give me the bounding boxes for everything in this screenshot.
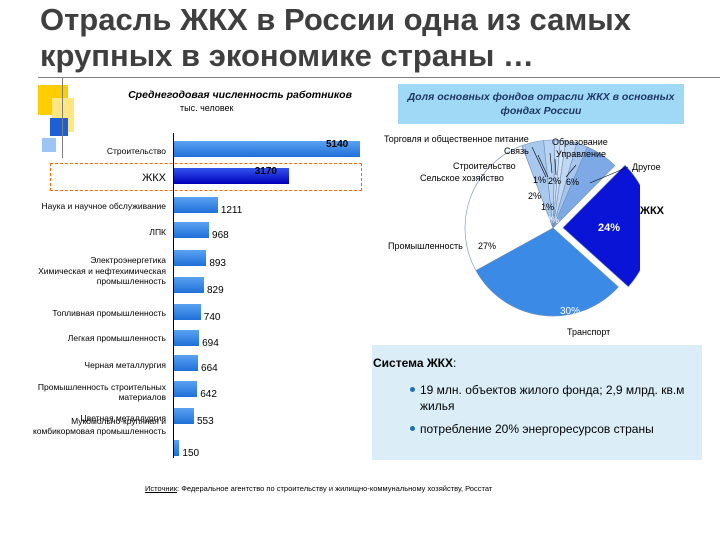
pie-label-other: Другое (632, 162, 661, 172)
bar-11 (174, 408, 194, 424)
bar-value-label: 968 (212, 230, 229, 241)
bar-12 (174, 440, 180, 456)
bar-5 (174, 250, 207, 266)
pie-label-transport: Транспорт (567, 327, 611, 337)
pie-leader-line (537, 154, 549, 178)
bar-value-label: 694 (202, 338, 219, 349)
deco-vertical-line (62, 78, 63, 158)
pie-pct-communication: 1% (533, 175, 547, 185)
pie-leader-line (549, 152, 553, 174)
system-info-box (372, 345, 702, 460)
system-bullet-2: потребление 20% энергоресурсов страны (410, 421, 710, 437)
pie-pct-agriculture: 4% (510, 185, 524, 195)
pie-pct-transport: 30% (560, 306, 581, 317)
pie-leader-line (565, 164, 577, 178)
pie-leader-line (531, 146, 547, 178)
bar-category-label: Электроэнергетика (90, 255, 166, 265)
bar-2 (174, 168, 289, 184)
pie-pct-other: 6% (566, 177, 580, 187)
bullet-dot-icon (410, 387, 415, 392)
pie-leader-line (589, 166, 629, 184)
pie-label-trade: Торговля и общественное питание (384, 134, 529, 144)
bar-1 (174, 141, 360, 157)
bar-category-label: Химическая и нефтехимическая промышленно… (38, 266, 166, 286)
bar-value-label: 553 (197, 416, 214, 427)
bar-category-label: ЖКХ (142, 172, 166, 184)
bar-4 (174, 222, 210, 238)
title-divider (38, 77, 720, 78)
pie-pct-education: 2% (548, 176, 562, 186)
pie-pct-construction: 2% (528, 191, 542, 201)
pie-slice-10 (552, 146, 616, 229)
pie-label-agriculture: Сельское хозяйство (420, 173, 504, 183)
pie-chart (464, 139, 640, 317)
bar-8 (174, 330, 200, 346)
source-note: Источник: Федеральное агентство по строи… (145, 484, 493, 493)
bar-value-label: 829 (206, 285, 224, 296)
pie-slice-5 (543, 139, 556, 229)
bar-category-label: Черная металлургия (84, 360, 166, 370)
bar-category-label: Мукомольно-крупяная и комбикормовая пром… (32, 416, 166, 436)
bar-category-label: Топливная промышленность (52, 308, 166, 318)
pie-pct-trade: 1% (541, 202, 555, 212)
bar-chart-unit: тыс. человек (180, 103, 234, 113)
bar-chart-axis (173, 133, 174, 458)
bar-9 (174, 355, 199, 371)
bar-value-label: 642 (200, 389, 217, 400)
pie-pct-management: 2% (546, 215, 560, 225)
pie-label-construction: Строительство (453, 161, 516, 171)
pie-label-industry: Промышленность (388, 241, 463, 251)
bar-value-label: 893 (209, 258, 226, 269)
pie-pct-zhkh: 24% (598, 222, 621, 234)
pie-chart-title: Доля основных фондов отрасли ЖКХ в основ… (398, 84, 684, 124)
pie-slice-2 (475, 227, 619, 317)
bar-value-label: 1211 (220, 205, 243, 216)
system-title: Система ЖКХ: (373, 356, 457, 370)
bar-category-label: Легкая промышленность (67, 333, 166, 343)
bar-6 (174, 277, 204, 293)
bar-10 (174, 381, 198, 397)
bar-category-label: Строительство (106, 146, 166, 156)
page-title: Отрасль ЖКХ в России одна из самых крупн… (40, 2, 631, 73)
bar-value-label: 3170 (254, 166, 277, 177)
system-bullet-1: 19 млн. объектов жилого фонда; 2,9 млрд.… (410, 382, 710, 414)
bar-3 (174, 197, 218, 213)
bar-value-label: 150 (182, 448, 200, 459)
pie-label-communication: Связь (504, 146, 529, 156)
bar-7 (174, 304, 201, 320)
deco-square-blue-light (42, 138, 56, 152)
bar-category-label: Промышленность строительных материалов (37, 382, 166, 402)
bullet-dot-icon (410, 426, 415, 431)
pie-pct-industry: 27% (478, 241, 497, 251)
pie-label-zhkh: ЖКХ (640, 205, 664, 217)
pie-label-management: Управление (556, 149, 607, 159)
bar-category-label: ЛПК (149, 227, 166, 237)
pie-label-education: Образование (552, 137, 608, 147)
pie-slice-3 (464, 145, 554, 271)
pie-slice-1 (562, 164, 640, 288)
bar-value-label: 664 (201, 363, 218, 374)
bar-chart: 5140 Строительство 3170 ЖКХ 1211 Наука и науч… (0, 0, 380, 480)
deco-square-blue (50, 118, 68, 136)
bar-value-label: 5140 (326, 139, 349, 150)
bar-category-label: Цветная металлургия (80, 413, 167, 423)
bar-value-label: 740 (203, 312, 221, 323)
bar-chart-title: Среднегодовая численность работников (128, 89, 352, 101)
bar-category-label: Наука и научное обслуживание (41, 201, 166, 211)
zhkh-highlight-box (50, 163, 362, 191)
pie-leader-line (554, 158, 557, 176)
